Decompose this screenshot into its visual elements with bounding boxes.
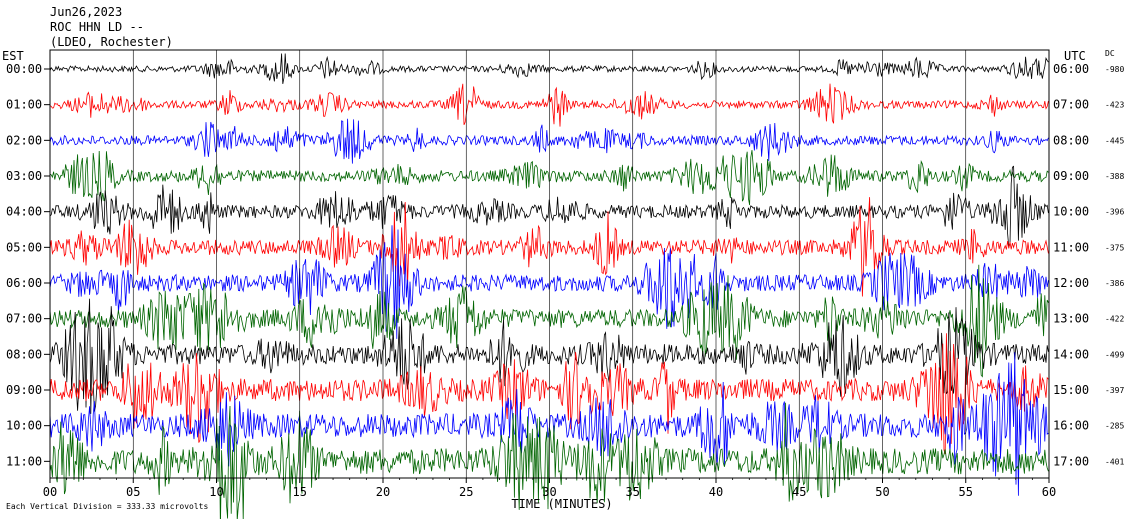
dc-label: DC xyxy=(1105,49,1115,58)
x-tick-label: 05 xyxy=(126,485,140,499)
dc-offset-value: -375 xyxy=(1105,243,1124,252)
utc-hour-label: 12:00 xyxy=(1053,276,1089,290)
est-hour-label: 05:00 xyxy=(6,240,42,254)
est-hour-label: 07:00 xyxy=(6,312,42,326)
dc-offset-value: -445 xyxy=(1105,136,1124,145)
x-tick-label: 60 xyxy=(1042,485,1056,499)
x-axis-ticks: 00 05 10 15 20 25 30 35 40 45 50 55 60 xyxy=(43,478,1056,499)
utc-hour-label: 14:00 xyxy=(1053,347,1089,361)
est-hour-label: 01:00 xyxy=(6,98,42,112)
x-tick-label: 35 xyxy=(626,485,640,499)
est-hour-label: 03:00 xyxy=(6,169,42,183)
est-hour-label: 08:00 xyxy=(6,347,42,361)
utc-hour-label: 09:00 xyxy=(1053,169,1089,183)
est-hour-label: 06:00 xyxy=(6,276,42,290)
utc-hour-label: 15:00 xyxy=(1053,383,1089,397)
dc-offset-value: -386 xyxy=(1105,279,1124,288)
x-tick-label: 20 xyxy=(376,485,390,499)
utc-hour-label: 11:00 xyxy=(1053,240,1089,254)
x-tick-label: 30 xyxy=(542,485,556,499)
x-tick-label: 00 xyxy=(43,485,57,499)
footer-scale-note: Each Vertical Division = 333.33 microvol… xyxy=(6,502,208,511)
est-axis-label: EST xyxy=(2,49,24,63)
est-hour-label: 11:00 xyxy=(6,454,42,468)
x-tick-label: 50 xyxy=(875,485,889,499)
header-network: (LDEO, Rochester) xyxy=(50,35,173,49)
header-station: ROC HHN LD -- xyxy=(50,20,144,34)
dc-offset-value: -422 xyxy=(1105,315,1124,324)
minute-gridlines xyxy=(132,50,967,478)
utc-axis-label: UTC xyxy=(1064,49,1086,63)
header-date: Jun26,2023 xyxy=(50,5,122,19)
est-hour-label: 00:00 xyxy=(6,62,42,76)
x-tick-label: 10 xyxy=(209,485,223,499)
dc-offset-value: -980 xyxy=(1105,65,1124,74)
dc-offset-value: -285 xyxy=(1105,422,1124,431)
utc-hour-label: 10:00 xyxy=(1053,205,1089,219)
x-tick-label: 45 xyxy=(792,485,806,499)
dc-offset-value: -388 xyxy=(1105,172,1124,181)
dc-offset-value: -499 xyxy=(1105,350,1124,359)
utc-hour-label: 16:00 xyxy=(1053,419,1089,433)
dc-offset-value: -397 xyxy=(1105,386,1124,395)
est-hour-label: 04:00 xyxy=(6,205,42,219)
x-tick-label: 55 xyxy=(959,485,973,499)
utc-hour-label: 17:00 xyxy=(1053,454,1089,468)
dc-offset-value: -401 xyxy=(1105,457,1124,466)
utc-hour-label: 08:00 xyxy=(1053,133,1089,147)
x-tick-label: 40 xyxy=(709,485,723,499)
x-tick-label: 15 xyxy=(293,485,307,499)
row-labels: 00:00 06:00 -980 01:00 07:00 -423 02:00 08:00 -4… xyxy=(6,62,1124,468)
est-hour-label: 09:00 xyxy=(6,383,42,397)
x-axis-label: TIME (MINUTES) xyxy=(511,497,612,511)
est-hour-label: 02:00 xyxy=(6,133,42,147)
est-hour-label: 10:00 xyxy=(6,419,42,433)
utc-hour-label: 13:00 xyxy=(1053,312,1089,326)
utc-hour-label: 07:00 xyxy=(1053,98,1089,112)
dc-offset-value: -396 xyxy=(1105,208,1124,217)
utc-hour-label: 06:00 xyxy=(1053,62,1089,76)
dc-offset-value: -423 xyxy=(1105,101,1124,110)
x-tick-label: 25 xyxy=(459,485,473,499)
